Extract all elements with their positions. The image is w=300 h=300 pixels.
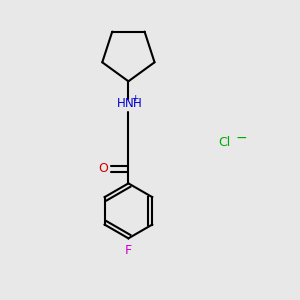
Text: −: − xyxy=(236,131,247,145)
Text: +: + xyxy=(131,94,139,103)
Text: H: H xyxy=(117,98,126,110)
Text: O: O xyxy=(98,162,108,175)
Text: H: H xyxy=(133,98,142,110)
Text: Cl: Cl xyxy=(219,136,231,148)
Text: F: F xyxy=(125,244,132,257)
Text: N: N xyxy=(125,98,134,110)
